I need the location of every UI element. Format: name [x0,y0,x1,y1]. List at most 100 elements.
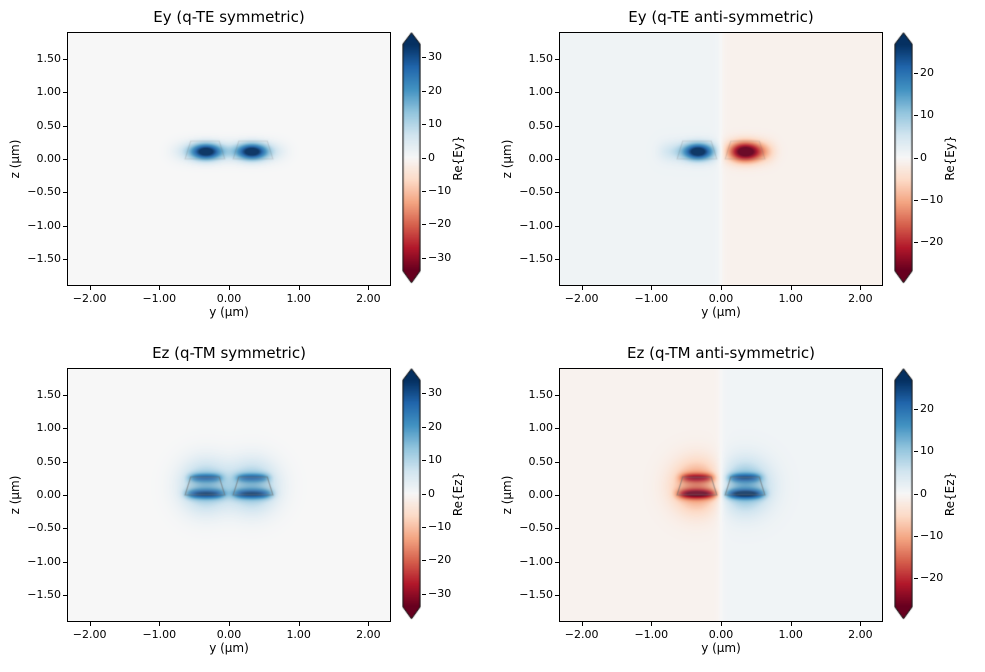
y-tick-label: 1.00 [528,85,554,99]
colorbar-tick-mark [422,560,426,562]
colorbar-tick-mark [422,526,426,528]
subplot-ez-tm-symmetric: Ez (q-TM symmetric) y (µm) z (µm) Re{Ez}… [0,336,492,672]
subplot-ey-te-symmetric: Ey (q-TE symmetric) y (µm) z (µm) Re{Ey}… [0,0,492,336]
colorbar-tick-mark [422,57,426,59]
x-tick-label: −2.00 [72,628,107,641]
x-tick-mark [790,622,792,626]
colorbar-tick-label: 20 [428,419,442,433]
colorbar-tick-mark [422,393,426,395]
x-tick-label: 0.00 [216,628,242,641]
colorbar-tick-mark [422,593,426,595]
colorbar-tick-label: −20 [920,570,944,584]
y-tick-mark [63,595,67,596]
colorbar-tick-mark [422,157,426,159]
y-tick-label: 1.50 [36,388,62,401]
x-tick-mark [581,286,583,290]
y-tick-label: −1.00 [27,554,61,568]
x-tick-label: 2.00 [356,292,381,305]
x-tick-label: −1.00 [634,292,669,305]
x-tick-label: 2.00 [848,292,873,305]
plot-axes [67,32,391,286]
x-tick-label: 0.00 [216,292,242,305]
y-tick-label: −1.50 [519,588,553,601]
x-tick-label: 1.00 [286,628,311,641]
colorbar-tick-label: 10 [920,108,934,122]
y-tick-mark [555,595,559,596]
y-tick-mark [63,259,67,260]
colorbar [402,32,421,285]
y-tick-mark [555,461,559,463]
y-tick-label: 0.50 [36,118,62,132]
x-tick-label: −1.00 [634,628,669,641]
plot-axes [559,368,883,622]
x-tick-mark [860,622,862,626]
colorbar-tick-label: 30 [428,50,442,64]
y-tick-label: 1.50 [36,52,62,65]
y-tick-label: −1.50 [519,252,553,265]
y-tick-mark [555,159,559,160]
x-tick-label: 0.00 [708,292,734,305]
plot-title: Ey (q-TE symmetric) [153,8,305,26]
colorbar-tick-mark [914,577,918,579]
colorbar-tick-mark [914,157,918,159]
colorbar-tick-mark [422,426,426,428]
x-tick-label: 2.00 [848,628,873,641]
x-axis-label: y (µm) [701,305,741,319]
y-tick-label: 0.00 [528,488,554,501]
y-tick-mark [555,428,559,430]
x-tick-label: 1.00 [286,292,311,305]
colorbar-tick-label: −20 [920,234,944,248]
y-tick-label: 0.00 [36,488,62,501]
y-tick-mark [555,59,559,60]
y-tick-label: −1.50 [27,252,61,265]
colorbar-tick-label: −10 [428,519,452,533]
colorbar-tick-mark [914,493,918,495]
subplot-ez-tm-antisymmetric: Ez (q-TM anti-symmetric) y (µm) z (µm) R… [492,336,984,672]
x-tick-mark [581,622,583,626]
x-tick-mark [298,622,300,626]
field-heatmap-canvas [68,369,390,621]
colorbar-tick-mark [422,190,426,192]
y-tick-label: 0.50 [528,118,554,132]
x-tick-mark [229,286,230,290]
plot-title: Ez (q-TM anti-symmetric) [626,344,816,362]
y-tick-mark [63,125,67,127]
colorbar-tick-mark [914,73,918,75]
colorbar-tick-label: 20 [428,83,442,97]
y-tick-mark [555,259,559,260]
x-tick-label: 1.00 [778,292,803,305]
colorbar-tick-mark [914,241,918,243]
y-tick-label: 1.00 [36,421,62,435]
x-tick-mark [651,286,653,290]
colorbar-tick-label: −20 [428,217,452,231]
plot-title: Ey (q-TE anti-symmetric) [628,8,814,26]
colorbar-tick-label: 10 [428,117,442,131]
y-tick-mark [63,561,67,563]
y-tick-mark [63,461,67,463]
x-axis-label: y (µm) [701,641,741,655]
colorbar-tick-label: 0 [428,486,435,500]
y-tick-label: −0.50 [519,185,553,199]
colorbar-tick-label: 0 [920,150,927,164]
colorbar-tick-mark [422,460,426,462]
y-tick-mark [555,395,559,396]
x-axis-label: y (µm) [209,641,249,655]
y-tick-label: −1.50 [27,588,61,601]
y-tick-label: 0.00 [36,152,62,165]
colorbar-tick-mark [914,199,918,201]
x-tick-mark [89,286,91,290]
colorbar [894,368,913,621]
x-tick-mark [721,622,722,626]
x-tick-label: 0.00 [708,628,734,641]
colorbar-tick-label: −30 [428,586,452,600]
y-tick-mark [555,92,559,94]
colorbar-tick-mark [422,224,426,226]
plot-title: Ez (q-TM symmetric) [152,344,306,362]
y-tick-label: 1.00 [528,421,554,435]
x-tick-mark [159,622,161,626]
colorbar-tick-mark [422,124,426,126]
plot-axes [67,368,391,622]
y-tick-label: −0.50 [519,521,553,535]
y-tick-mark [63,495,67,496]
colorbar-tick-label: −10 [920,192,944,206]
